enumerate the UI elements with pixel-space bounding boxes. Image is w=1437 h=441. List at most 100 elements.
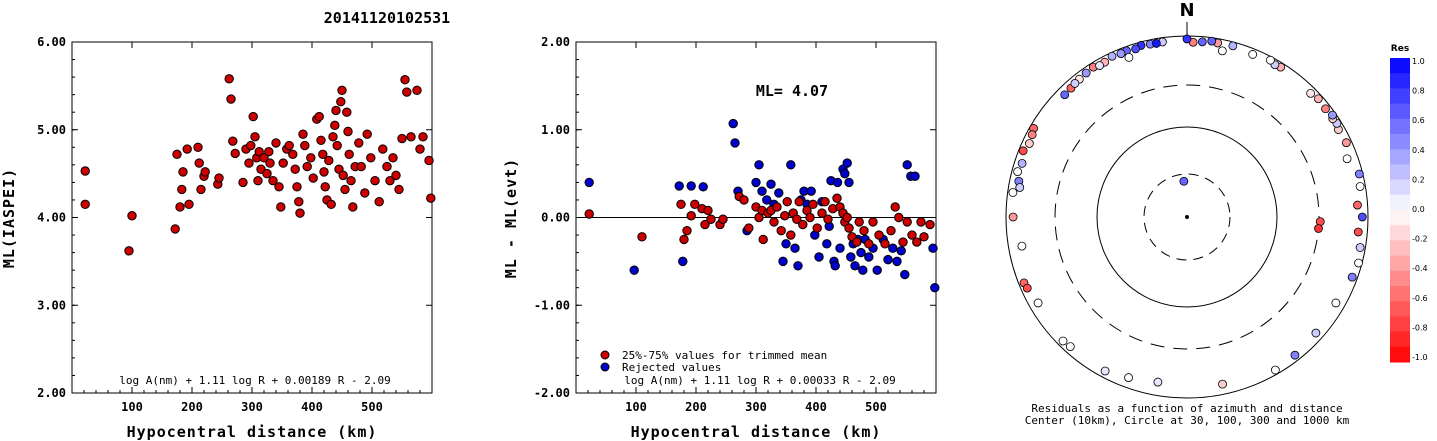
station-marker xyxy=(1124,373,1133,382)
station-marker xyxy=(1095,61,1104,70)
figure-title: 20141120102531 xyxy=(324,9,450,27)
rejected-point xyxy=(844,177,854,188)
y-tick-label: 0.00 xyxy=(541,211,570,225)
data-point xyxy=(332,140,342,151)
colorbar-swatch xyxy=(1390,331,1410,348)
x-tick-label: 400 xyxy=(301,400,323,414)
colorbar-label: 0.0 xyxy=(1412,205,1425,214)
trimmed-mean-point xyxy=(776,225,786,236)
data-point xyxy=(338,170,348,181)
data-point xyxy=(302,161,312,172)
colorbar-label: 1.0 xyxy=(1412,57,1425,66)
station-marker xyxy=(1328,110,1337,120)
data-point xyxy=(288,149,298,160)
colorbar-swatches xyxy=(1390,58,1410,363)
caption-line-1: Residuals as a function of azimuth and d… xyxy=(1031,402,1342,415)
data-point xyxy=(295,208,305,218)
station-marker xyxy=(1100,366,1110,376)
data-point xyxy=(354,138,364,148)
colorbar-swatch xyxy=(1390,240,1410,257)
data-point xyxy=(382,161,392,172)
data-point xyxy=(391,170,401,181)
data-point xyxy=(177,184,187,195)
rejected-point xyxy=(762,195,772,205)
x-tick-label: 400 xyxy=(805,400,827,414)
data-point xyxy=(228,136,238,146)
legend-marker-red xyxy=(600,350,610,360)
trimmed-mean-point xyxy=(772,202,782,212)
station-marker xyxy=(1013,167,1023,177)
panel-magnitude-vs-distance: 100 200 300 400 500 2.00 3.00 4.00 5.00 6.00 ML(I… xyxy=(0,35,436,441)
trimmed-mean-point xyxy=(854,217,864,227)
rejected-point xyxy=(883,254,893,265)
trimmed-mean-point xyxy=(584,209,594,219)
station-markers xyxy=(1008,34,1367,389)
colorbar-swatch xyxy=(1390,103,1410,120)
rejected-point xyxy=(858,265,868,275)
y-tick-label: 6.00 xyxy=(37,35,66,49)
station-marker xyxy=(1355,243,1365,252)
data-point xyxy=(254,146,264,157)
data-point xyxy=(262,168,272,179)
station-marker xyxy=(1218,379,1227,389)
trimmed-mean-point xyxy=(805,212,815,223)
data-point xyxy=(316,135,326,145)
rejected-point xyxy=(806,186,816,196)
trimmed-mean-point xyxy=(916,217,926,227)
data-point xyxy=(378,144,388,154)
data-point xyxy=(253,175,263,186)
trimmed-mean-point xyxy=(890,202,900,212)
trimmed-mean-point xyxy=(820,197,830,207)
colorbar-swatch xyxy=(1390,194,1410,211)
station-marker xyxy=(1015,183,1025,192)
station-marker xyxy=(1116,49,1126,58)
station-marker xyxy=(1081,68,1091,78)
station-marker xyxy=(1353,227,1363,237)
ring-300km xyxy=(1054,84,1320,350)
rejected-point xyxy=(751,177,761,188)
rejected-point xyxy=(900,269,910,280)
rejected-point xyxy=(728,118,738,129)
data-point xyxy=(170,224,180,234)
x-tick-label: 500 xyxy=(865,400,887,414)
colorbar-swatch xyxy=(1390,164,1410,181)
data-point xyxy=(238,177,248,188)
data-point xyxy=(196,184,206,195)
data-point xyxy=(80,199,90,210)
trimmed-mean-point xyxy=(859,225,869,236)
rejected-point xyxy=(754,160,764,170)
trimmed-mean-point xyxy=(902,217,912,227)
trimmed-mean-point xyxy=(703,205,713,216)
trimmed-mean-point xyxy=(844,223,854,233)
station-marker xyxy=(1008,212,1018,222)
rejected-point xyxy=(864,252,874,262)
y-tick-label: 1.00 xyxy=(541,123,570,137)
colorbar-swatch xyxy=(1390,118,1410,135)
data-point xyxy=(246,140,256,151)
data-point xyxy=(320,182,330,192)
data-point xyxy=(265,158,275,168)
y-tick-label: 3.00 xyxy=(37,298,66,312)
data-point xyxy=(248,111,258,122)
data-point xyxy=(388,153,398,163)
trimmed-mean-point xyxy=(832,193,842,203)
rejected-point xyxy=(781,239,791,249)
legend-marker-blue xyxy=(600,362,610,372)
station-marker xyxy=(1182,34,1192,44)
data-point xyxy=(337,85,347,95)
legend: 25%-75% values for trimmed mean Rejected… xyxy=(600,349,827,374)
colorbar-swatch xyxy=(1390,210,1410,226)
trimmed-mean-point xyxy=(912,237,922,247)
ml-annotation: ML= 4.07 xyxy=(756,82,828,100)
colorbar-swatch xyxy=(1390,286,1410,302)
data-point xyxy=(400,75,410,85)
data-point xyxy=(412,85,422,95)
data-point xyxy=(271,138,281,148)
colorbar-label: -0.4 xyxy=(1412,264,1428,273)
colorbar-swatch xyxy=(1390,58,1410,74)
data-point xyxy=(278,158,288,168)
data-point xyxy=(194,158,204,168)
trimmed-mean-point xyxy=(758,234,768,245)
plot-frame xyxy=(71,41,433,394)
